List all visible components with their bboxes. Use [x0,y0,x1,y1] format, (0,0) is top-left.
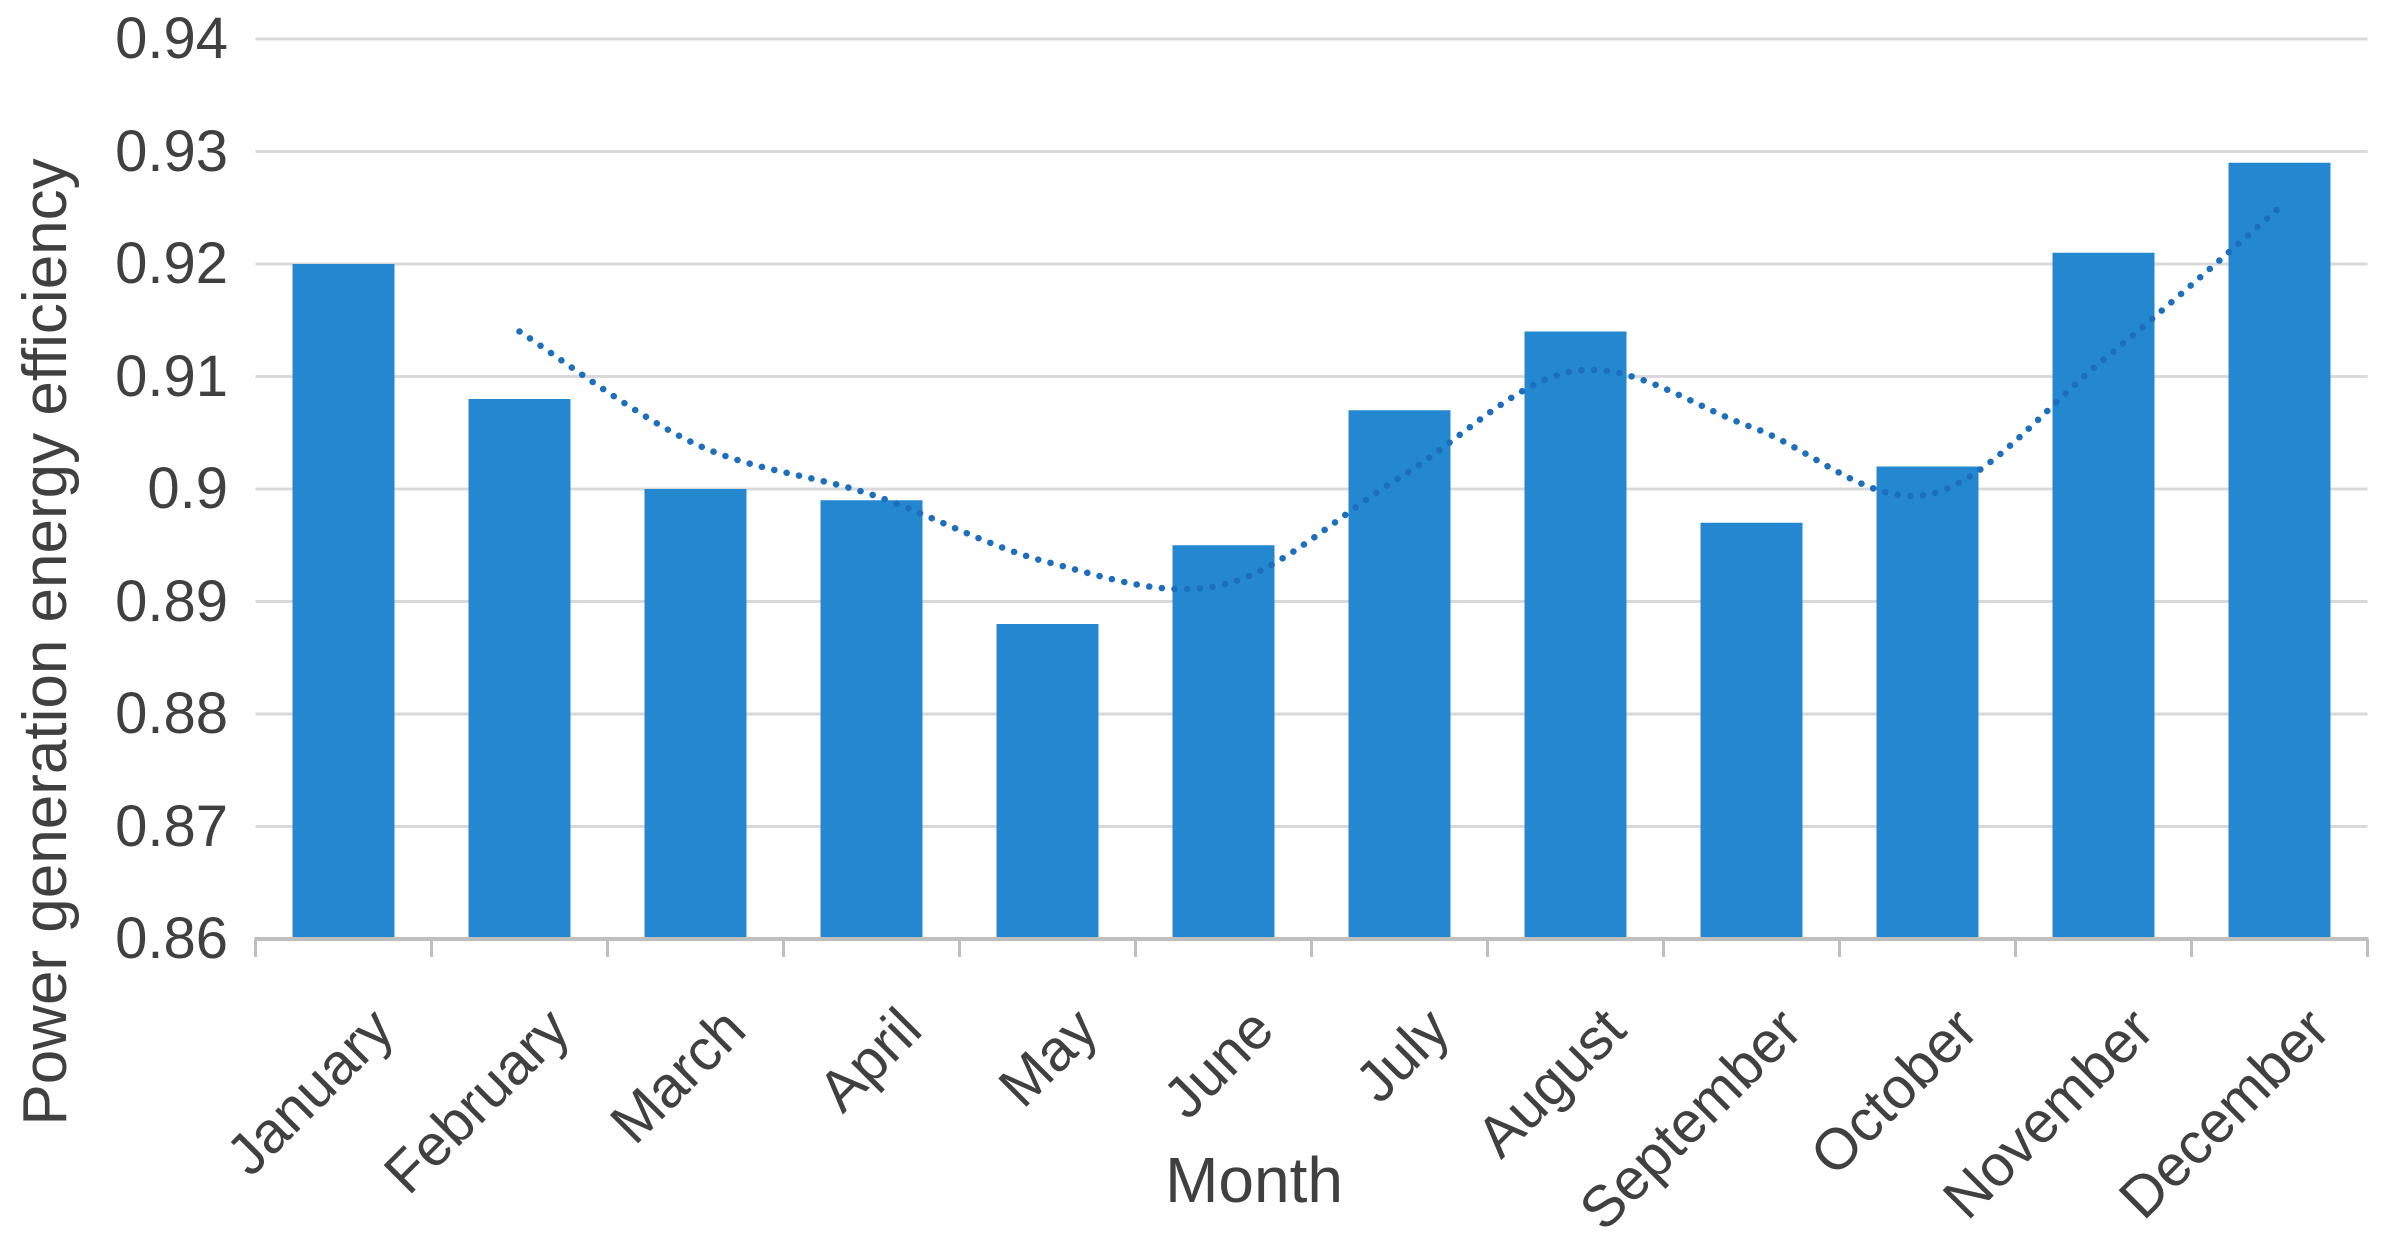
bar-july [1348,410,1451,939]
bar-april [820,500,923,939]
bar-may [996,624,1099,939]
bar-march [644,489,747,939]
x-axis-title: Month [1165,1144,1343,1216]
bar-june [1172,545,1275,939]
y-tick-label-0.88: 0.88 [115,681,228,746]
y-tick-label-0.94: 0.94 [115,6,228,71]
bar-february [468,399,571,939]
bar-january [292,264,395,939]
y-tick-label-0.92: 0.92 [115,231,228,296]
y-tick-label-0.93: 0.93 [115,118,228,184]
y-tick-label-0.91: 0.91 [115,343,228,409]
bar-september [1700,522,1803,939]
trendline-moving-average [516,204,2283,593]
bar-august [1524,331,1627,939]
y-tick-label-0.9: 0.9 [147,456,228,521]
bar-december [2228,162,2331,939]
y-tick-label-0.89: 0.89 [115,568,228,634]
bar-november [2052,252,2155,939]
y-axis-title: Power generation energy efficiency [11,158,80,1126]
y-tick-label-0.87: 0.87 [115,793,228,859]
y-tick-label-0.86: 0.86 [115,906,228,971]
bar-october [1876,466,1979,939]
